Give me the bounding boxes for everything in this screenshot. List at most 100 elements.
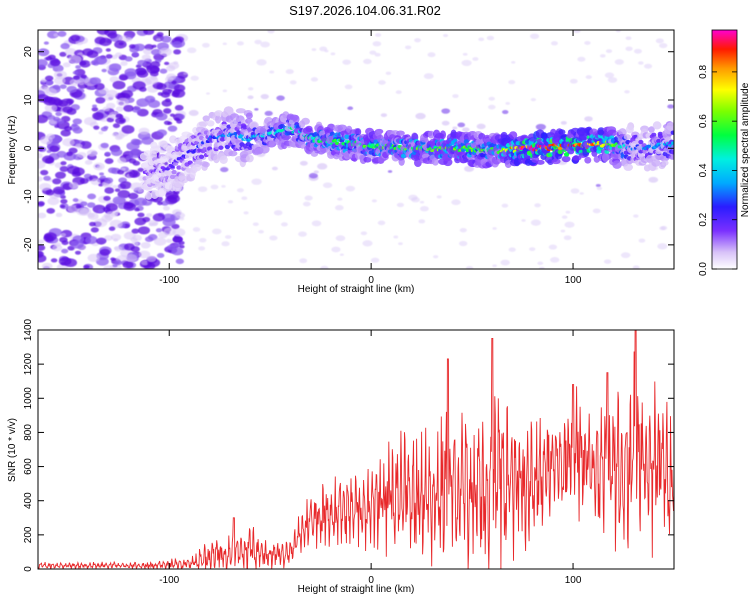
spectrogram-noise-blob — [560, 229, 566, 233]
spectrogram-noise-blob — [404, 45, 412, 50]
spectrogram-ridge-mid — [557, 149, 563, 155]
spectrogram-noise-blob — [38, 176, 43, 182]
spectrogram-xlabel: Height of straight line (km) — [298, 284, 415, 295]
spectrogram-noise-blob — [172, 228, 186, 237]
spectrogram-ridge-halo — [427, 130, 435, 139]
spectrogram-ridge-halo — [610, 153, 620, 160]
spectrogram-noise-blob — [68, 182, 79, 189]
spectrogram-noise-blob — [114, 188, 121, 193]
spectrogram-noise-blob — [125, 37, 133, 42]
spectrogram-noise-blob — [61, 248, 69, 254]
spectrogram-noise-blob — [107, 167, 117, 174]
spectrogram-noise-blob — [584, 116, 593, 122]
spectrogram-noise-blob — [624, 90, 630, 94]
spectrogram-noise-blob — [130, 237, 138, 243]
spectrogram-ridge-halo — [305, 125, 313, 132]
spectrogram-noise-blob — [380, 113, 388, 118]
spectrogram-noise-blob — [633, 48, 642, 54]
spectrogram-noise-blob — [561, 215, 568, 219]
spectrogram-noise-blob — [97, 209, 104, 213]
spectrogram-noise-blob — [76, 207, 89, 216]
spectrogram-noise-blob — [166, 244, 176, 251]
spectrogram-noise-blob — [123, 201, 130, 206]
colorbar: 0.0 0.2 0.4 0.6 0.8 Normalized spectral ampl… — [698, 29, 750, 276]
spectrogram-noise-blob — [137, 167, 144, 172]
spectrogram-noise-blob — [100, 142, 109, 149]
spectrogram-noise-blob — [105, 48, 111, 52]
spectrogram-noise-blob — [116, 133, 125, 139]
spectrogram-noise-blob — [112, 123, 121, 129]
spectrogram-noise-blob — [465, 265, 474, 269]
spectrogram-noise-blob — [227, 200, 234, 204]
spectrogram-noise-blob — [501, 203, 509, 208]
spectrogram-noise-blob — [80, 74, 87, 79]
spectrogram-noise-blob — [72, 118, 82, 125]
spectrogram-noise-blob — [236, 188, 244, 193]
spectrogram-noise-blob — [60, 198, 68, 204]
spectrogram-noise-blob — [415, 112, 426, 120]
spectrogram-noise-blob — [190, 75, 199, 81]
spectrogram-noise-blob — [165, 76, 174, 83]
spectrogram-noise-blob — [161, 200, 169, 206]
spectrogram-noise-blob — [155, 228, 163, 233]
spectrogram-noise-blob — [478, 37, 485, 42]
snr-ytick-label: 600 — [23, 458, 34, 475]
spectrogram-noise-blob — [605, 49, 613, 54]
spectrogram-noise-blob — [163, 108, 172, 114]
spectrogram-noise-blob — [299, 160, 308, 166]
spectrogram-noise-blob — [374, 52, 381, 57]
spectrogram-frame — [37, 29, 675, 270]
spectrogram-ridge-core — [170, 165, 175, 169]
spectrogram-noise-blob — [659, 42, 668, 49]
spectrogram-ridge-halo — [584, 156, 592, 164]
spectrogram-noise-blob — [157, 201, 163, 206]
spectrogram-noise-blob — [175, 258, 184, 265]
spectrogram-noise-blob — [464, 165, 475, 172]
spectrogram-noise-blob — [172, 89, 181, 96]
spectrogram-noise-blob — [486, 35, 495, 41]
spectrogram-noise-blob — [57, 30, 67, 37]
spectrogram-noise-blob — [104, 187, 115, 194]
spectrogram-ridge-halo — [508, 131, 518, 140]
spectrogram-noise-blob — [74, 68, 86, 77]
spectrogram-ridge-mid — [400, 153, 407, 159]
spectrogram-noise-blob — [52, 64, 64, 73]
figure-title: S197.2026.104.06.31.R02 — [289, 3, 441, 18]
spectrogram-noise-blob — [53, 116, 60, 122]
spectrogram-noise-blob — [112, 263, 118, 268]
colorbar-tick-label: 0.2 — [698, 212, 709, 226]
spectrogram-noise-blob — [280, 222, 288, 227]
spectrogram-noise-blob — [43, 41, 49, 45]
spectrogram-noise-blob — [53, 70, 67, 80]
spectrogram-noise-blob — [169, 113, 175, 117]
spectrogram-noise-blob — [505, 101, 511, 105]
spectrogram-ridge-mid — [651, 132, 657, 138]
spectrogram-noise-blob — [89, 221, 96, 227]
spectrogram-noise-blob — [158, 231, 168, 239]
spectrogram-noise-blob — [141, 136, 154, 145]
spectrogram-noise-blob — [136, 70, 149, 78]
spectrogram-ridge-halo — [215, 114, 222, 124]
spectrogram-ridge-core — [370, 143, 375, 147]
spectrogram-ridge-mid — [242, 124, 248, 130]
spectrogram-ridge-halo — [327, 123, 336, 131]
spectrogram-noise-blob — [105, 203, 118, 212]
spectrogram-noise-blob — [655, 38, 664, 44]
spectrogram-noise-blob — [529, 247, 536, 252]
spectrogram-noise-blob — [319, 46, 328, 52]
spectrogram-noise-blob — [535, 123, 546, 131]
spectrogram-ridge-halo — [431, 157, 439, 166]
spectrogram-noise-blob — [335, 235, 346, 242]
spectrogram-noise-blob — [441, 108, 451, 114]
spectrogram-noise-blob — [423, 73, 434, 80]
spectrogram-ridge-halo — [150, 141, 158, 149]
spectrogram-noise-blob — [64, 47, 77, 56]
spectrogram-noise-blob — [174, 104, 184, 111]
spectrogram-noise-blob — [304, 195, 313, 201]
spectrogram-ridge-halo — [202, 115, 210, 122]
spectrogram-noise-blob — [109, 219, 123, 229]
spectrogram-noise-blob — [99, 175, 107, 180]
spectrogram-ytick-label: 20 — [23, 46, 34, 58]
spectrogram-noise-blob — [451, 199, 461, 206]
